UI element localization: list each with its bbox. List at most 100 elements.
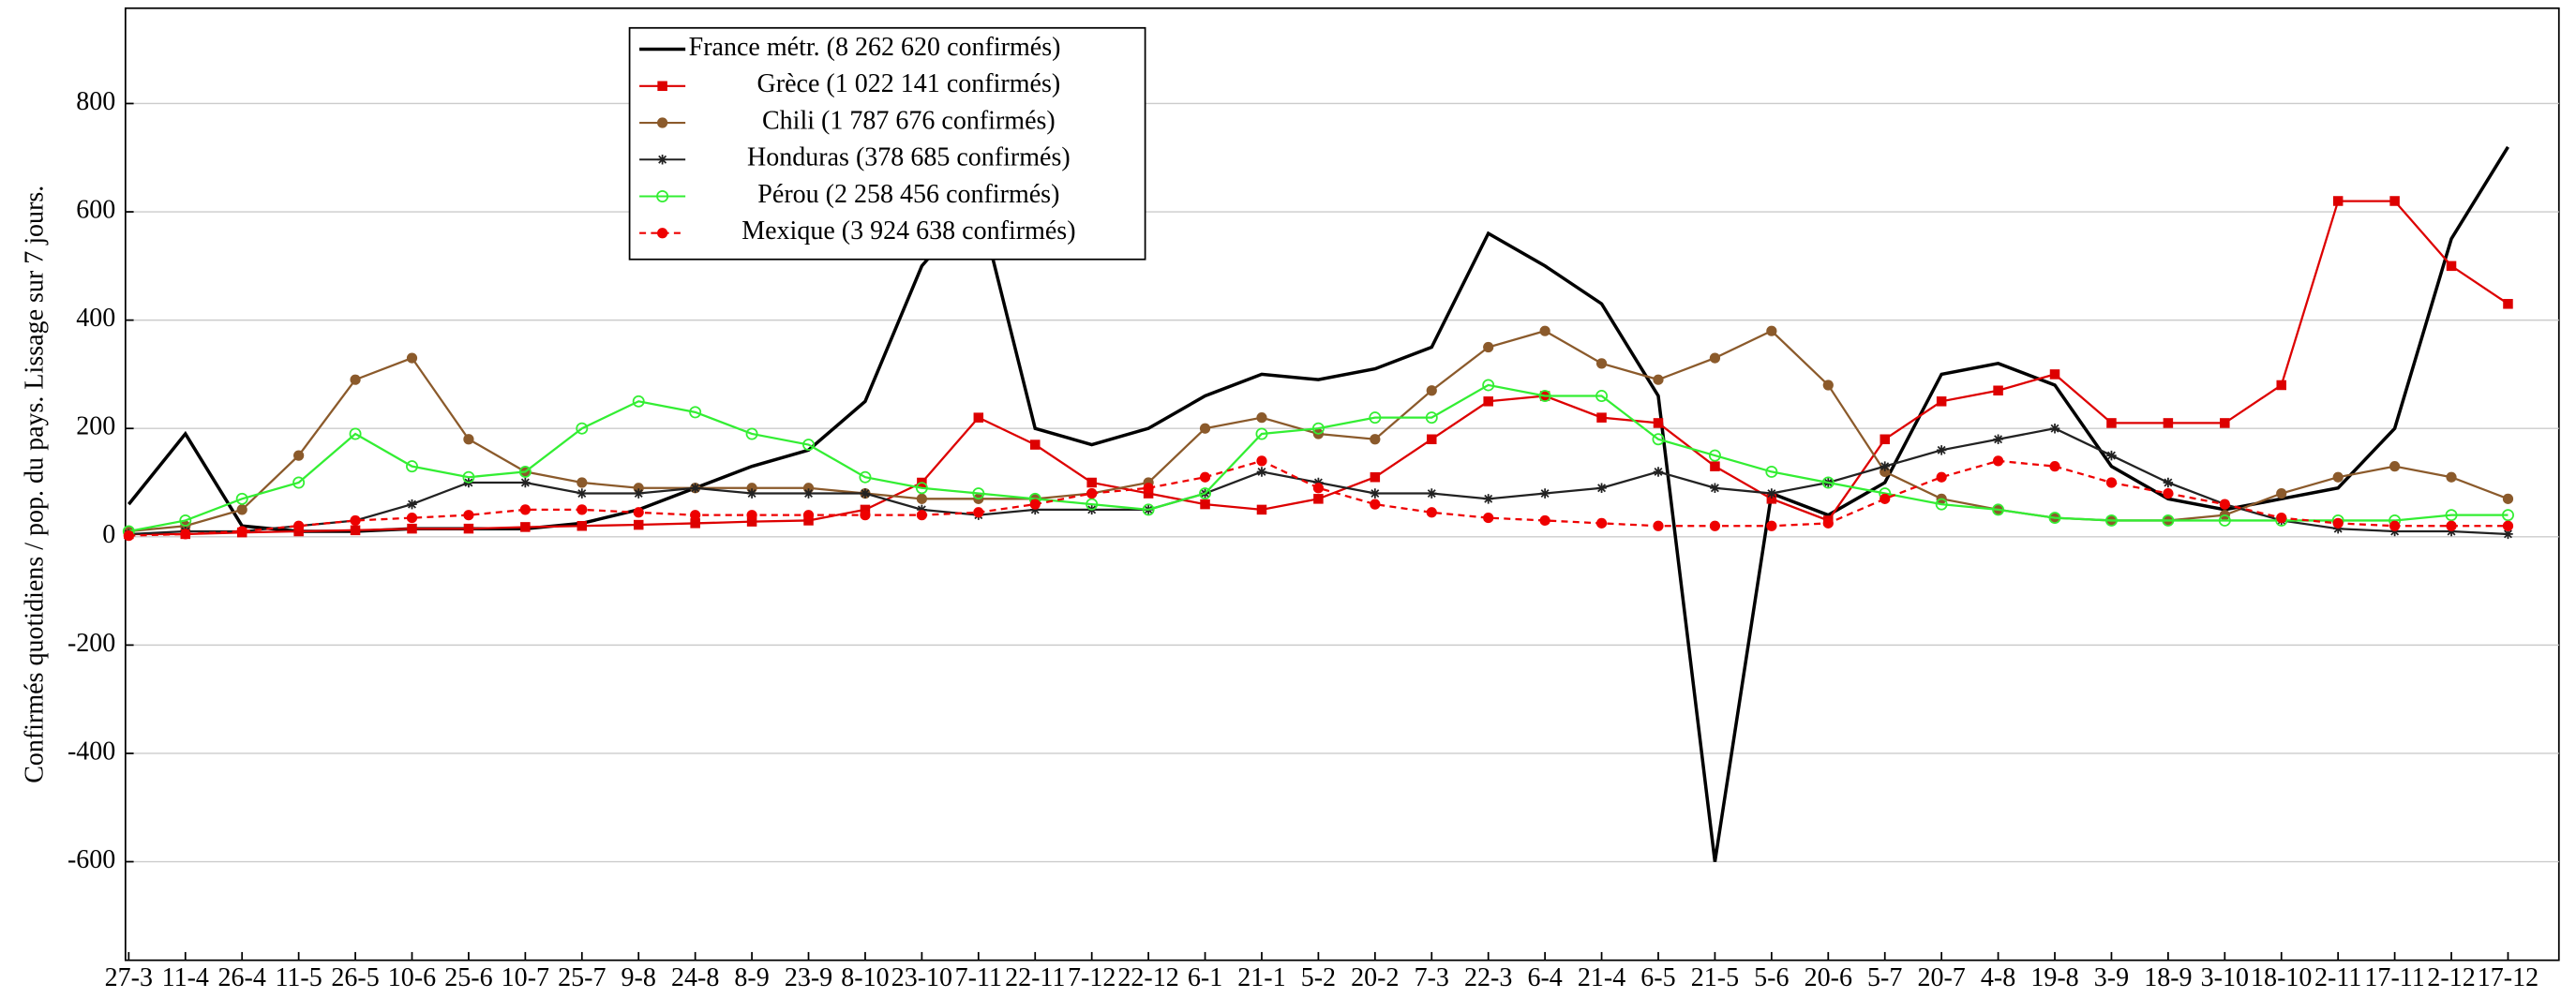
marker bbox=[656, 190, 669, 202]
marker bbox=[1936, 396, 1947, 407]
marker bbox=[1427, 488, 1437, 499]
marker bbox=[859, 470, 872, 484]
marker bbox=[1936, 445, 1947, 455]
marker bbox=[1086, 487, 1098, 499]
marker bbox=[349, 427, 362, 440]
marker bbox=[1539, 325, 1550, 336]
marker bbox=[2219, 499, 2230, 510]
marker bbox=[1313, 477, 1324, 488]
marker bbox=[123, 530, 134, 542]
marker bbox=[803, 488, 814, 499]
marker bbox=[1425, 411, 1438, 425]
marker bbox=[1483, 512, 1494, 524]
legend-box bbox=[628, 26, 1146, 261]
marker bbox=[1595, 358, 1608, 369]
marker bbox=[633, 507, 644, 518]
marker bbox=[2332, 523, 2344, 534]
marker bbox=[1483, 396, 1493, 407]
marker bbox=[1936, 471, 1947, 483]
x-tick-label: 6-4 bbox=[1527, 963, 1562, 992]
x-tick-label: 6-1 bbox=[1188, 963, 1222, 992]
legend-label: Mexique (3 924 638 confirmés) bbox=[741, 216, 1075, 246]
marker bbox=[1766, 488, 1777, 499]
marker bbox=[1483, 341, 1494, 353]
marker bbox=[1256, 504, 1267, 515]
marker bbox=[2220, 418, 2230, 428]
marker bbox=[2332, 196, 2344, 206]
marker bbox=[860, 488, 871, 499]
x-tick-label: 2-11 bbox=[2314, 963, 2361, 992]
marker bbox=[2276, 380, 2286, 391]
marker bbox=[1029, 499, 1041, 510]
marker bbox=[632, 395, 645, 408]
marker bbox=[803, 515, 814, 526]
marker bbox=[2332, 471, 2344, 483]
marker bbox=[1595, 390, 1609, 403]
marker bbox=[690, 483, 700, 494]
marker bbox=[1652, 433, 1665, 446]
marker bbox=[2162, 514, 2175, 527]
legend-label: France métr. (8 262 620 confirmés) bbox=[689, 33, 1061, 62]
marker bbox=[1821, 476, 1835, 489]
y-tick-label: 0 bbox=[102, 520, 115, 549]
marker bbox=[1427, 434, 1437, 445]
marker bbox=[1086, 498, 1099, 511]
y-tick-label: -200 bbox=[67, 629, 115, 658]
y-tick-label: -400 bbox=[67, 737, 115, 766]
marker bbox=[1199, 471, 1211, 483]
marker bbox=[745, 427, 758, 440]
marker bbox=[1311, 422, 1325, 435]
marker bbox=[2389, 461, 2401, 472]
marker bbox=[1710, 461, 1720, 471]
marker bbox=[463, 523, 474, 534]
marker bbox=[633, 488, 644, 499]
marker bbox=[1539, 488, 1550, 499]
marker bbox=[463, 434, 474, 445]
marker bbox=[406, 460, 418, 473]
marker bbox=[1369, 411, 1382, 425]
x-tick-label: 22-11 bbox=[1005, 963, 1065, 992]
marker bbox=[1880, 461, 1890, 471]
x-tick-label: 22-12 bbox=[1117, 963, 1178, 992]
x-tick-label: 11-5 bbox=[275, 963, 322, 992]
marker bbox=[1256, 455, 1267, 467]
marker bbox=[2163, 487, 2174, 499]
marker bbox=[292, 476, 306, 489]
marker bbox=[746, 516, 757, 527]
marker bbox=[1992, 455, 2004, 467]
marker bbox=[1880, 434, 1890, 445]
marker bbox=[1426, 507, 1437, 518]
marker bbox=[1370, 434, 1381, 445]
marker bbox=[518, 465, 532, 478]
marker bbox=[519, 504, 531, 515]
marker bbox=[1143, 488, 1154, 499]
marker bbox=[916, 493, 927, 504]
x-tick-label: 23-10 bbox=[891, 963, 952, 992]
marker bbox=[406, 352, 418, 364]
marker bbox=[406, 512, 418, 524]
x-tick-label: 20-7 bbox=[1917, 963, 1965, 992]
x-tick-label: 19-8 bbox=[2030, 963, 2078, 992]
series-line bbox=[127, 145, 2509, 862]
marker bbox=[802, 439, 816, 452]
marker bbox=[235, 492, 248, 505]
marker bbox=[802, 510, 815, 521]
marker bbox=[1256, 467, 1267, 477]
marker bbox=[657, 117, 668, 128]
marker bbox=[746, 510, 757, 521]
x-tick-label: 10-6 bbox=[388, 963, 436, 992]
x-tick-label: 7-11 bbox=[955, 963, 1002, 992]
marker bbox=[1935, 498, 1948, 511]
marker bbox=[293, 520, 305, 531]
marker bbox=[2105, 477, 2118, 488]
x-tick-label: 26-5 bbox=[331, 963, 379, 992]
marker bbox=[577, 488, 588, 499]
marker bbox=[1199, 423, 1211, 434]
x-tick-label: 5-6 bbox=[1754, 963, 1789, 992]
marker bbox=[916, 510, 927, 521]
marker bbox=[1086, 477, 1097, 488]
legend-label: Grèce (1 022 141 confirmés) bbox=[757, 69, 1061, 98]
marker bbox=[236, 526, 247, 537]
marker bbox=[2104, 514, 2118, 527]
